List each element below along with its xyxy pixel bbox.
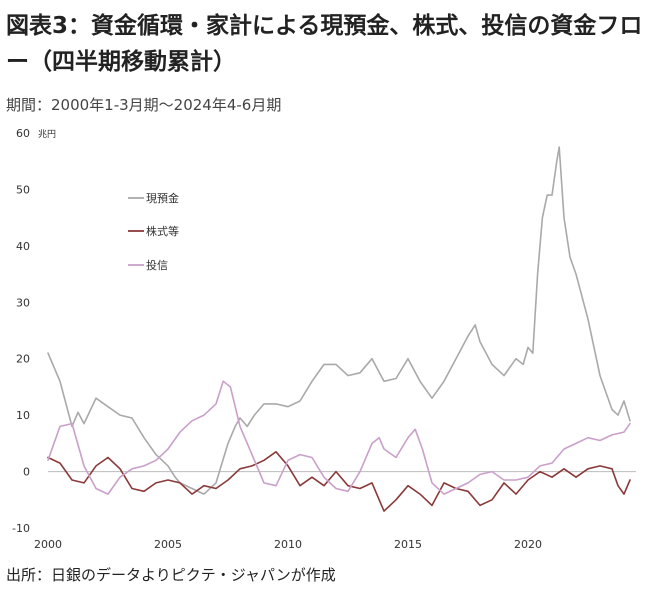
legend-label: 現預金 xyxy=(146,191,179,205)
x-tick-label: 2020 xyxy=(514,538,542,551)
line-chart: -10 0 10 20 30 40 50 60 兆円 2000 2005 2010 2015 2020 現預… xyxy=(12,127,636,551)
y-tick-label: 50 xyxy=(16,183,30,196)
y-tick-label: 10 xyxy=(16,409,30,422)
y-tick-label: 30 xyxy=(16,296,30,309)
y-unit-label: 兆円 xyxy=(38,129,56,140)
chart-period: 期間：2000年1-3月期～2024年4-6月期 xyxy=(6,96,282,114)
x-tick-label: 2000 xyxy=(34,538,62,551)
y-tick-label: 40 xyxy=(16,240,30,253)
x-tick-label: 2005 xyxy=(154,538,182,551)
legend-label: 投信 xyxy=(146,258,168,272)
series-line-1 xyxy=(47,146,631,495)
series-line-2 xyxy=(47,451,631,512)
chart-title: 図表3：資金循環・家計による現預金、株式、投信の資金フロー（四半期移動累計） xyxy=(6,13,643,75)
y-tick-label: -10 xyxy=(12,522,30,535)
y-tick-label: 0 xyxy=(23,466,30,479)
series-line-3 xyxy=(47,380,631,495)
x-tick-label: 2015 xyxy=(394,538,422,551)
chart-source: 出所：日銀のデータよりピクテ・ジャパンが作成 xyxy=(6,566,336,584)
y-tick-label: 20 xyxy=(16,353,30,366)
legend-label: 株式等 xyxy=(146,224,179,238)
x-tick-label: 2010 xyxy=(274,538,302,551)
y-tick-label: 60 xyxy=(16,127,30,140)
